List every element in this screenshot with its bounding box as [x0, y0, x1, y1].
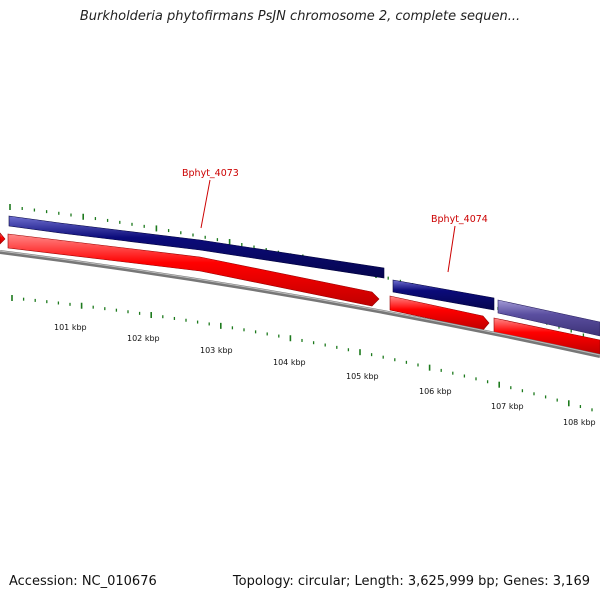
reverse-gene-arrow-3[interactable]: [493, 317, 600, 355]
scale-label-102kbp: 102 kbp: [127, 334, 160, 343]
gene-feature-next-forward[interactable]: [497, 299, 600, 337]
accession-text: Accession: NC_010676: [9, 574, 157, 589]
scale-label-107kbp: 107 kbp: [491, 402, 524, 411]
scale-label-103kbp: 103 kbp: [200, 346, 233, 355]
scale-label-106kbp: 106 kbp: [419, 387, 452, 396]
gene-label-bphyt-4073[interactable]: Bphyt_4073: [182, 168, 239, 179]
reverse-gene-arrow-1[interactable]: [7, 233, 380, 307]
scale-label-108kbp: 108 kbp: [563, 418, 596, 427]
gene-feature-bphyt-4074[interactable]: [392, 279, 495, 311]
reverse-gene-arrow-2[interactable]: [389, 295, 490, 331]
scale-label-104kbp: 104 kbp: [273, 358, 306, 367]
chromosome-backbone-highlight: [0, 250, 600, 356]
gene-label-bphyt-4074[interactable]: Bphyt_4074: [431, 214, 488, 225]
topology-summary-text: Topology: circular; Length: 3,625,999 bp…: [232, 574, 590, 589]
outer-tick-track: [9, 204, 585, 337]
gene-feature-bphyt-4073[interactable]: [8, 215, 385, 279]
scale-label-105kbp: 105 kbp: [346, 372, 379, 381]
label-leader-bphyt-4074: [447, 225, 456, 273]
map-title: Burkholderia phytofirmans PsJN chromosom…: [79, 9, 521, 24]
reverse-gene-arrow-partial[interactable]: [0, 232, 6, 245]
chromosome-backbone: [0, 250, 600, 358]
scale-tick-track: [11, 295, 593, 412]
scale-label-101kbp: 101 kbp: [54, 323, 87, 332]
label-leader-bphyt-4073: [200, 179, 211, 229]
